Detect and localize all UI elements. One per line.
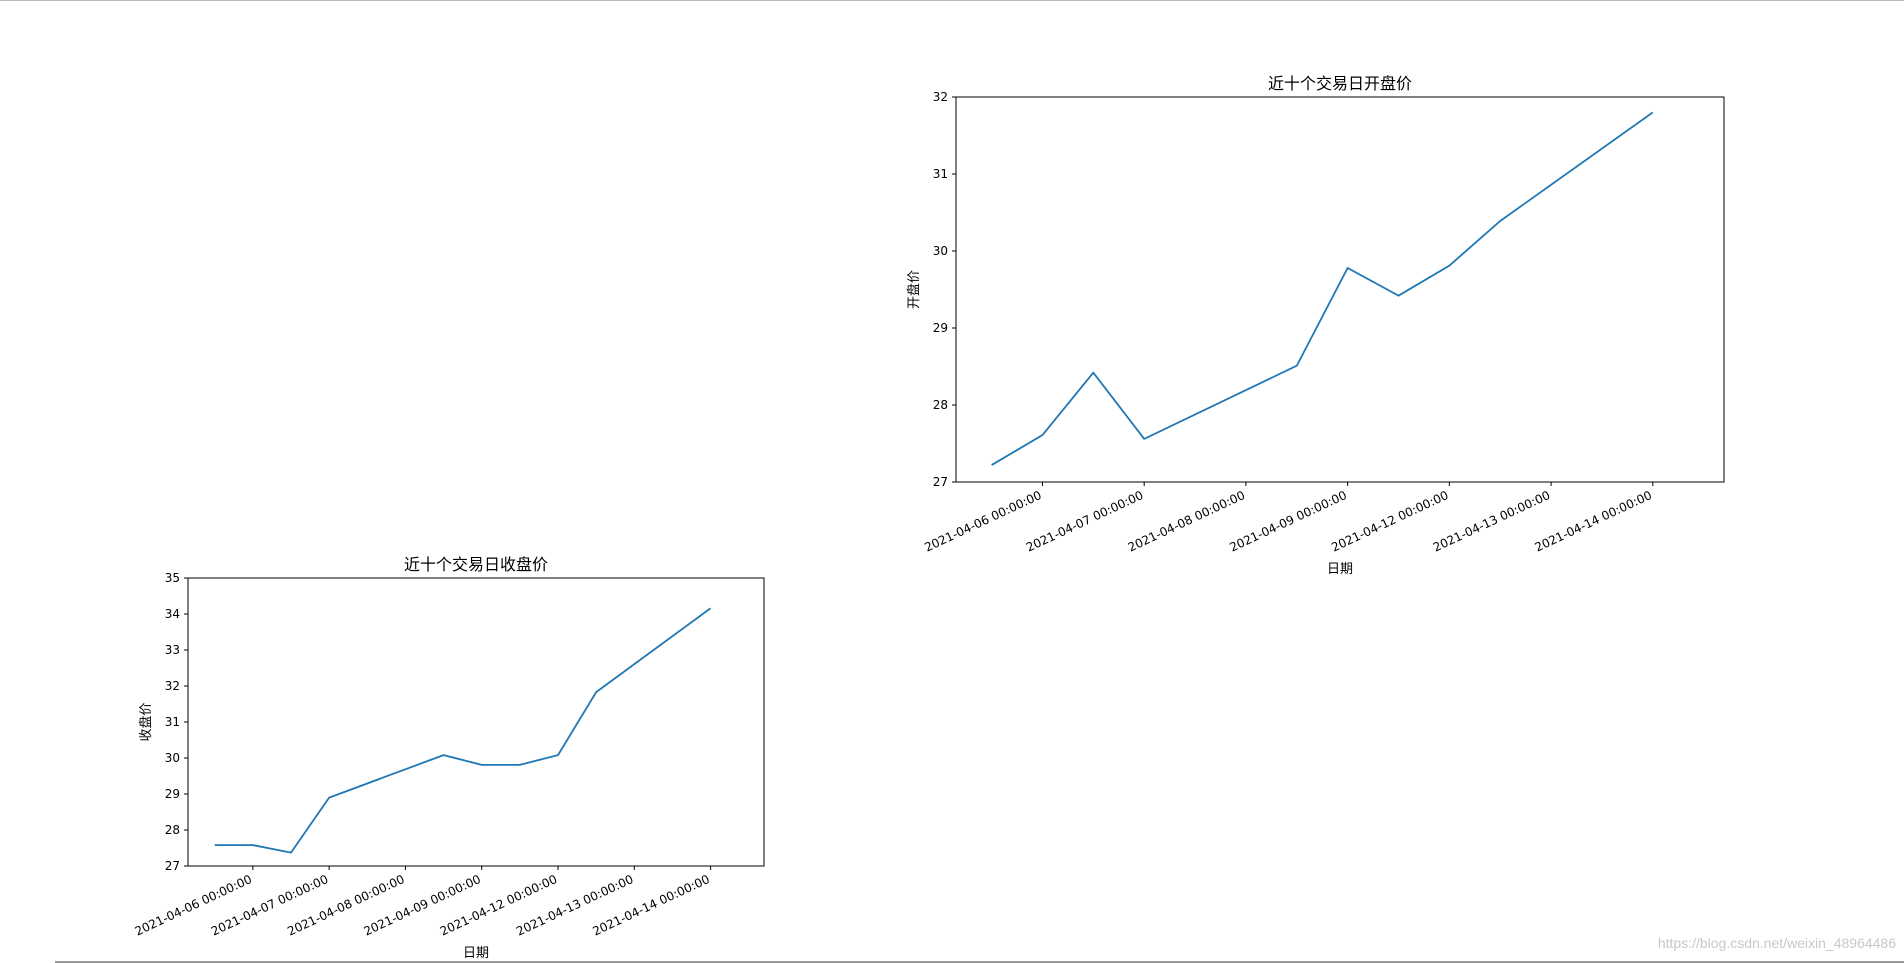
y-tick-label: 33 xyxy=(165,643,180,657)
y-tick-label: 32 xyxy=(165,679,180,693)
watermark: https://blog.csdn.net/weixin_48964486 xyxy=(1657,935,1896,951)
y-tick-label: 30 xyxy=(165,751,180,765)
y-tick-label: 30 xyxy=(933,244,948,258)
x-axis-label: 日期 xyxy=(463,946,489,961)
axes-frame xyxy=(187,577,765,867)
y-tick-label: 31 xyxy=(933,167,948,181)
y-tick-label: 28 xyxy=(933,398,948,412)
axes-frame xyxy=(955,96,1725,483)
y-tick-label: 35 xyxy=(165,571,180,585)
x-axis-label: 日期 xyxy=(1327,562,1353,577)
chart-title: 近十个交易日收盘价 xyxy=(404,555,548,574)
y-axis-label: 开盘价 xyxy=(906,270,922,309)
y-tick-label: 27 xyxy=(933,475,948,489)
y-tick-label: 28 xyxy=(165,823,180,837)
bottom-border xyxy=(55,961,1904,963)
y-tick-label: 27 xyxy=(165,859,180,873)
y-tick-label: 31 xyxy=(165,715,180,729)
top-border xyxy=(0,0,1904,1)
y-tick-label: 32 xyxy=(933,90,948,104)
series-line xyxy=(991,111,1654,466)
chart-title: 近十个交易日开盘价 xyxy=(1268,74,1412,93)
y-tick-label: 29 xyxy=(933,321,948,335)
y-axis-label: 收盘价 xyxy=(138,702,154,741)
series-line xyxy=(214,607,712,854)
y-tick-label: 34 xyxy=(165,607,180,621)
y-tick-label: 29 xyxy=(165,787,180,801)
